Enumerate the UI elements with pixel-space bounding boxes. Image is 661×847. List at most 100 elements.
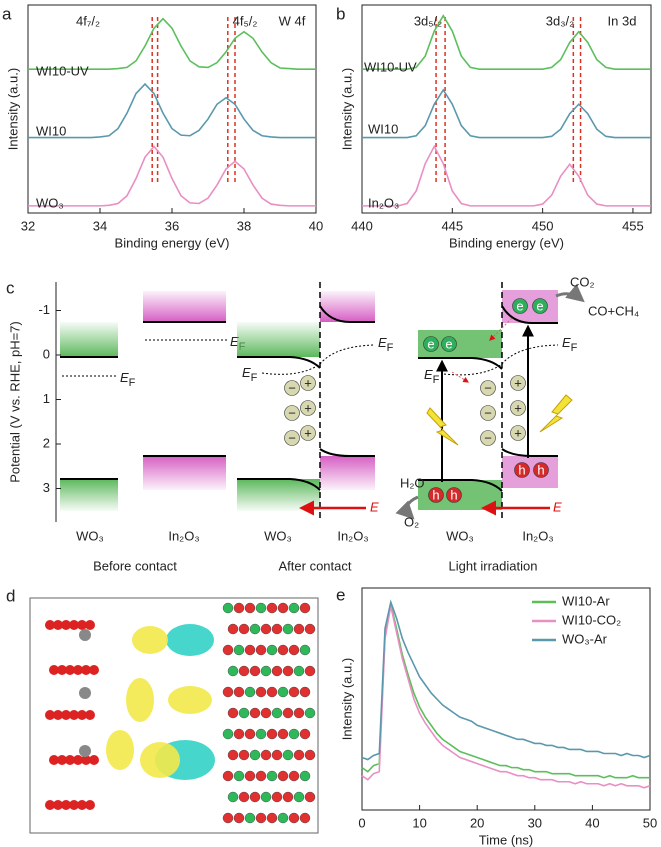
x-tick-label: 32 [21, 218, 35, 233]
material-label: In₂O₃ [168, 528, 199, 543]
atom [244, 812, 256, 824]
carrier-label: − [484, 430, 492, 445]
fermi-label: EF [242, 365, 258, 383]
carrier-label: h [450, 487, 457, 502]
atom [233, 728, 245, 740]
isosurface [132, 626, 168, 654]
atom [227, 749, 239, 761]
carrier [300, 425, 316, 441]
atom [266, 728, 278, 740]
series-label: WI10 [368, 121, 398, 136]
atom [304, 707, 316, 719]
atom [222, 812, 234, 824]
atom [244, 728, 256, 740]
atom [249, 623, 261, 635]
reaction-arrow [555, 283, 585, 303]
carrier-label: + [304, 425, 312, 440]
fermi-e: E [424, 367, 433, 382]
series-line [28, 145, 316, 207]
vb-in2o3 [320, 456, 375, 490]
atom [238, 665, 250, 677]
atom [227, 623, 239, 635]
series-label: WI10-UV [36, 63, 89, 78]
x-tick-label: 40 [309, 218, 323, 233]
carrier [510, 375, 526, 391]
fermi-label: EF [424, 367, 440, 385]
atom [304, 791, 316, 803]
fermi-e: E [120, 370, 129, 385]
atom [249, 707, 261, 719]
series-line [361, 605, 651, 789]
product: O₂ [404, 514, 419, 529]
atom [85, 710, 95, 720]
atom [61, 710, 71, 720]
fermi-e: E [378, 335, 387, 350]
legend-label: WI10-Ar [562, 593, 610, 608]
atom [73, 755, 83, 765]
carriers: e ee eh hh h [423, 298, 549, 503]
x-tick-label: 455 [622, 218, 644, 233]
legend-label: WO₃-Ar [562, 631, 608, 646]
atom [249, 791, 261, 803]
structure-image: d [6, 586, 319, 834]
carrier-label: − [288, 405, 296, 420]
reactant: H₂O [400, 475, 425, 490]
annotation: 3d₃/₂ [546, 13, 574, 28]
product: CO+CH₄ [588, 303, 639, 318]
y-axis-label: Intensity (a.u.) [339, 658, 354, 740]
atom [255, 686, 267, 698]
atom [288, 602, 300, 614]
atom [271, 665, 283, 677]
atom [282, 749, 294, 761]
carrier [423, 336, 439, 352]
atom [79, 745, 91, 757]
carrier [441, 336, 457, 352]
carrier-label: e [536, 298, 543, 313]
atom [65, 665, 75, 675]
x-tick-label: 40 [585, 815, 599, 830]
x-tick-label: 0 [358, 815, 365, 830]
atom [255, 644, 267, 656]
atom [288, 686, 300, 698]
light-bolt [539, 394, 573, 433]
atom [238, 749, 250, 761]
material-label: In₂O₃ [337, 528, 368, 543]
isosurface [168, 686, 212, 714]
atom [266, 602, 278, 614]
panel-label: d [6, 586, 15, 605]
x-tick-label: 30 [528, 815, 542, 830]
annotation: 3d₅/₂ [414, 13, 442, 28]
transfer-arrow [451, 371, 470, 383]
y-tick-label: 0 [43, 346, 50, 361]
annotation: 4f₇/₂ [76, 13, 100, 28]
annotation: W 4f [279, 13, 306, 28]
axis-label: Potential (V vs. RHE, pH=7) [7, 321, 22, 482]
panel-label: a [2, 4, 12, 23]
carrier-label: − [288, 380, 296, 395]
atom [89, 755, 99, 765]
material-label: WO₃ [76, 528, 104, 543]
carrier-label: − [484, 405, 492, 420]
atom [233, 686, 245, 698]
carrier-label: e [516, 298, 523, 313]
carrier-label: e [445, 336, 452, 351]
material-label: WO₃ [446, 528, 474, 543]
cb-wo3 [237, 322, 320, 357]
carrier [512, 298, 528, 314]
carrier [480, 405, 496, 421]
x-axis-label: Binding energy (eV) [115, 235, 230, 250]
carrier [480, 380, 496, 396]
cb-in2o3 [143, 291, 226, 322]
isosurface [106, 730, 134, 770]
transfer-arrow [489, 317, 513, 341]
atom [255, 770, 267, 782]
series-line [361, 603, 650, 779]
isosurface [140, 742, 180, 778]
cb-in2o3 [502, 290, 558, 323]
atom [53, 620, 63, 630]
atom [271, 623, 283, 635]
atom [89, 665, 99, 675]
carrier [428, 487, 444, 503]
atom [249, 665, 261, 677]
series-line [28, 17, 316, 70]
